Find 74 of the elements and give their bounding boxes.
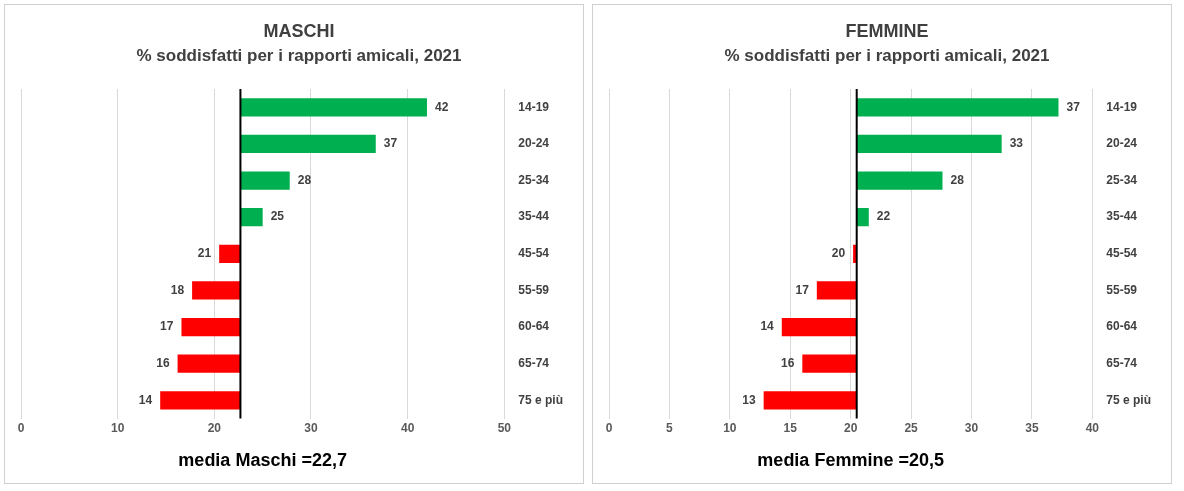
x-tick-label: 30 [964, 421, 979, 436]
bar [240, 208, 263, 227]
bar [240, 98, 427, 117]
bar [240, 134, 376, 154]
x-tick-label: 20 [207, 421, 222, 436]
ref-line-label: media Maschi =22,7 [178, 449, 347, 470]
data-label: 42 [434, 99, 449, 114]
bar [160, 391, 241, 410]
bar [177, 354, 241, 373]
bar [781, 317, 857, 337]
y-tick-label: 55-59 [1106, 282, 1138, 297]
data-label: 25 [270, 209, 285, 224]
x-tick-label: 10 [110, 421, 125, 436]
chart-title: MASCHI [263, 20, 335, 41]
x-tick-label: 0 [17, 421, 25, 436]
y-tick-label: 14-19 [518, 99, 550, 114]
bar [181, 317, 241, 337]
y-tick-label: 75 e più [518, 392, 563, 407]
data-label: 20 [831, 246, 846, 261]
data-label: 16 [156, 355, 170, 370]
x-tick-label: 5 [666, 421, 674, 436]
chart-title: FEMMINE [845, 20, 929, 41]
y-tick-label: 60-64 [518, 319, 550, 334]
chart-subtitle: % soddisfatti per i rapporti amicali, 2021 [136, 46, 462, 66]
bar [219, 244, 241, 263]
data-label: 18 [170, 282, 185, 297]
y-tick-label: 60-64 [1106, 319, 1138, 334]
y-tick-label: 35-44 [1106, 209, 1138, 224]
data-label: 21 [197, 246, 212, 261]
x-tick-label: 15 [783, 421, 798, 436]
x-tick-label: 30 [304, 421, 318, 436]
y-tick-label: 35-44 [518, 209, 550, 224]
bar [856, 134, 1002, 154]
chart-subtitle: % soddisfatti per i rapporti amicali, 2021 [724, 46, 1050, 66]
data-label: 28 [950, 172, 965, 187]
x-tick-label: 25 [904, 421, 919, 436]
bar [802, 354, 857, 373]
x-tick-label: 40 [400, 421, 415, 436]
x-tick-label: 20 [843, 421, 858, 436]
bar [192, 281, 241, 300]
y-tick-label: 65-74 [1106, 355, 1138, 370]
y-tick-label: 65-74 [518, 355, 550, 370]
y-tick-label: 25-34 [518, 172, 550, 187]
y-tick-label: 55-59 [518, 282, 550, 297]
ref-line-label: media Femmine =20,5 [757, 449, 944, 470]
data-label: 28 [297, 172, 312, 187]
data-label: 14 [760, 319, 775, 334]
data-label: 16 [780, 355, 795, 370]
y-tick-label: 75 e più [1106, 392, 1151, 407]
y-tick-label: 45-54 [518, 246, 550, 261]
bar [240, 171, 290, 190]
x-tick-label: 35 [1025, 421, 1039, 436]
data-label: 17 [795, 282, 810, 297]
data-label: 33 [1009, 136, 1024, 151]
data-label: 13 [742, 392, 756, 407]
data-label: 37 [383, 136, 398, 151]
y-tick-label: 25-34 [1106, 172, 1138, 187]
data-label: 17 [160, 319, 174, 334]
bar [856, 171, 943, 190]
data-label: 37 [1066, 99, 1081, 114]
bar [816, 281, 857, 300]
bar [763, 391, 857, 410]
x-tick-label: 0 [605, 421, 613, 436]
x-tick-label: 10 [723, 421, 737, 436]
data-label: 14 [138, 392, 153, 407]
bar [856, 98, 1059, 117]
y-tick-label: 20-24 [518, 136, 550, 151]
y-tick-label: 45-54 [1106, 246, 1138, 261]
x-tick-label: 50 [497, 421, 512, 436]
y-tick-label: 14-19 [1106, 99, 1138, 114]
y-tick-label: 20-24 [1106, 136, 1138, 151]
data-label: 22 [876, 209, 891, 224]
x-tick-label: 40 [1085, 421, 1100, 436]
bar [856, 208, 869, 227]
